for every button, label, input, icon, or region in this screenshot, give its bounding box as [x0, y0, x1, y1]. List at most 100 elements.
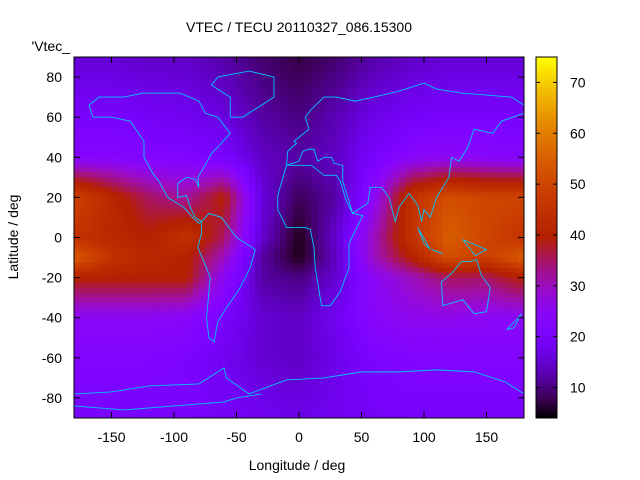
heatmap-cell [424, 62, 431, 68]
heatmap-cell [449, 257, 456, 264]
heatmap-cell [367, 337, 375, 344]
heatmap-cell [392, 287, 400, 294]
heatmap-cell [267, 67, 275, 73]
heatmap-cell [311, 372, 319, 379]
heatmap-cell [292, 142, 300, 148]
heatmap-cell [255, 142, 262, 148]
heatmap-cell [480, 247, 487, 254]
heatmap-cell [336, 332, 344, 339]
heatmap-cell [142, 162, 150, 168]
heatmap-cell [424, 147, 431, 153]
heatmap-cell [261, 387, 269, 394]
heatmap-cell [417, 117, 425, 123]
heatmap-cell [449, 222, 456, 228]
heatmap-cell [242, 97, 250, 103]
heatmap-cell [380, 132, 387, 138]
heatmap-cell [230, 262, 237, 269]
heatmap-cell [242, 317, 250, 324]
heatmap-cell [99, 347, 106, 354]
heatmap-cell [199, 162, 206, 168]
heatmap-cell [86, 232, 94, 238]
heatmap-cell [249, 237, 256, 244]
heatmap-cell [155, 267, 162, 274]
heatmap-cell [455, 392, 462, 399]
heatmap-cell [99, 197, 106, 203]
heatmap-cell [349, 412, 356, 418]
heatmap-cell [499, 157, 506, 163]
heatmap-cell [230, 382, 237, 389]
heatmap-cell [311, 112, 319, 118]
heatmap-cell [424, 237, 431, 244]
heatmap-cell [436, 77, 444, 83]
heatmap-cell [336, 252, 344, 259]
heatmap-cell [336, 167, 344, 173]
heatmap-cell [105, 77, 112, 83]
heatmap-cell [367, 342, 375, 349]
heatmap-cell [161, 332, 169, 339]
heatmap-cell [492, 187, 500, 193]
heatmap-cell [361, 397, 369, 404]
heatmap-cell [449, 237, 456, 244]
heatmap-cell [355, 187, 362, 193]
heatmap-cell [155, 372, 162, 379]
heatmap-cell [211, 282, 219, 289]
heatmap-cell [224, 347, 231, 354]
heatmap-cell [286, 362, 294, 369]
heatmap-cell [317, 92, 325, 98]
heatmap-cell [149, 107, 156, 113]
heatmap-cell [130, 322, 137, 329]
heatmap-cell [480, 407, 487, 414]
heatmap-cell [261, 97, 269, 103]
heatmap-cell [199, 282, 206, 289]
heatmap-cell [430, 152, 437, 158]
heatmap-cell [474, 57, 481, 63]
heatmap-cell [261, 277, 269, 284]
heatmap-cell [486, 77, 494, 83]
heatmap-cell [492, 62, 500, 68]
heatmap-cell [205, 167, 212, 173]
heatmap-cell [99, 77, 106, 83]
heatmap-cell [411, 137, 419, 143]
heatmap-cell [499, 397, 506, 404]
heatmap-cell [430, 322, 437, 329]
heatmap-cell [261, 367, 269, 374]
heatmap-cell [80, 207, 87, 213]
heatmap-cell [505, 127, 512, 133]
heatmap-cell [355, 367, 362, 374]
heatmap-cell [224, 77, 231, 83]
heatmap-cell [305, 142, 312, 148]
heatmap-cell [455, 407, 462, 414]
heatmap-cell [261, 57, 269, 63]
heatmap-cell [167, 342, 175, 349]
heatmap-cell [342, 392, 350, 399]
heatmap-cell [411, 217, 419, 223]
heatmap-cell [442, 347, 450, 354]
heatmap-cell [305, 87, 312, 93]
heatmap-cell [117, 177, 125, 183]
heatmap-cell [142, 157, 150, 163]
heatmap-cell [161, 87, 169, 93]
heatmap-cell [474, 252, 481, 259]
heatmap-cell [149, 352, 156, 359]
heatmap-cell [99, 372, 106, 379]
heatmap-cell [124, 137, 131, 143]
heatmap-cell [142, 192, 150, 198]
heatmap-cell [417, 332, 425, 339]
heatmap-cell [249, 232, 256, 238]
heatmap-cell [180, 127, 187, 133]
heatmap-cell [292, 207, 300, 213]
heatmap-cell [442, 82, 450, 88]
heatmap-cell [124, 87, 131, 93]
heatmap-cell [267, 72, 275, 78]
heatmap-cell [474, 282, 481, 289]
heatmap-cell [261, 227, 269, 233]
heatmap-cell [417, 182, 425, 188]
heatmap-cell [492, 247, 500, 254]
heatmap-cell [255, 202, 262, 208]
heatmap-cell [86, 377, 94, 384]
heatmap-cell [249, 152, 256, 158]
heatmap-cell [317, 322, 325, 329]
heatmap-cell [424, 347, 431, 354]
heatmap-cell [499, 337, 506, 344]
heatmap-cell [261, 302, 269, 309]
